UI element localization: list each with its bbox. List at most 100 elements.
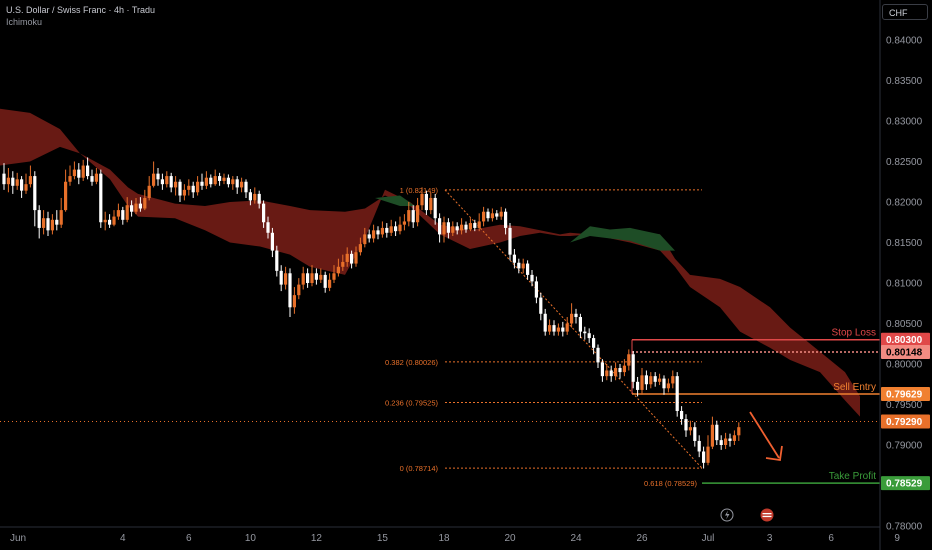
candle-body bbox=[662, 378, 666, 389]
candle-body bbox=[416, 205, 420, 223]
price-tick-label: 0.82500 bbox=[886, 157, 923, 168]
time-tick-label: 20 bbox=[504, 533, 516, 544]
time-tick-label: Jun bbox=[10, 533, 26, 544]
candle-body bbox=[680, 410, 684, 420]
candle-body bbox=[103, 219, 107, 223]
candle-body bbox=[15, 179, 19, 186]
candle-body bbox=[196, 181, 200, 193]
price-axis[interactable]: 0.84000 0.83500 0.83000 0.82500 0.82000 0.815… bbox=[879, 0, 930, 550]
candle-body bbox=[517, 262, 521, 269]
candle-body bbox=[156, 173, 160, 180]
time-tick-label: 24 bbox=[570, 533, 582, 544]
candle-body bbox=[125, 205, 129, 220]
candle-body bbox=[354, 252, 358, 264]
candle-body bbox=[394, 226, 398, 232]
candle-body bbox=[235, 179, 239, 188]
candle-body bbox=[534, 281, 538, 298]
price-tag-label: 0.79290 bbox=[886, 417, 923, 428]
candle-body bbox=[191, 185, 195, 193]
candle-body bbox=[275, 250, 279, 271]
candle-body bbox=[257, 193, 261, 204]
candle-body bbox=[363, 234, 367, 245]
trade-levels[interactable]: Stop Loss Sell Entry Take Profit bbox=[0, 328, 880, 484]
price-tag-label: 0.80300 bbox=[886, 335, 923, 346]
candle-body bbox=[28, 176, 32, 185]
flag-icon[interactable] bbox=[760, 508, 774, 522]
candle-body bbox=[284, 273, 288, 285]
candle-body bbox=[570, 313, 574, 324]
price-tick-label: 0.81500 bbox=[886, 238, 923, 249]
candle-body bbox=[213, 176, 217, 185]
candle-body bbox=[702, 451, 706, 463]
price-tick-label: 0.84000 bbox=[886, 36, 923, 47]
candle-body bbox=[468, 223, 472, 230]
candle-body bbox=[134, 203, 138, 212]
fibonacci-retracement[interactable]: 1 (0.82149) 0.382 (0.80026) 0.236 (0.79525… bbox=[385, 186, 703, 488]
candle-body bbox=[2, 173, 6, 185]
lightning-icon[interactable] bbox=[720, 508, 734, 522]
cloud-bullish bbox=[375, 195, 415, 207]
candle-body bbox=[204, 177, 208, 186]
candle-body bbox=[609, 370, 613, 377]
candle-body bbox=[706, 446, 710, 463]
candle-body bbox=[372, 230, 376, 239]
candle-body bbox=[147, 185, 151, 198]
candle-body bbox=[68, 176, 72, 182]
price-tick-label: 0.80000 bbox=[886, 360, 923, 371]
cloud-bearish bbox=[0, 108, 860, 417]
candle-body bbox=[552, 325, 556, 332]
candle-body bbox=[46, 218, 50, 231]
candle-body bbox=[319, 274, 323, 280]
candle-body bbox=[561, 327, 565, 332]
candle-body bbox=[389, 226, 393, 233]
candle-body bbox=[600, 362, 604, 377]
candle-body bbox=[138, 203, 142, 209]
candle-body bbox=[688, 427, 692, 431]
time-axis[interactable]: Jun 4 6 10 12 15 18 20 24 26 Jul 3 6 9 bbox=[0, 526, 900, 544]
candle-body bbox=[248, 192, 252, 201]
candle-body bbox=[697, 440, 701, 452]
time-tick-label: 26 bbox=[636, 533, 648, 544]
candle-body bbox=[455, 226, 459, 231]
candle-body bbox=[411, 210, 415, 223]
candle-body bbox=[297, 284, 301, 296]
time-tick-label: 9 bbox=[894, 533, 900, 544]
candle-body bbox=[433, 197, 437, 219]
candle-body bbox=[521, 263, 525, 269]
candle-body bbox=[407, 210, 411, 222]
candle-body bbox=[460, 224, 464, 231]
candle-body bbox=[424, 193, 428, 211]
fib-trendline bbox=[444, 189, 703, 469]
price-tag bbox=[881, 414, 930, 429]
candle-body bbox=[728, 438, 732, 441]
candle-body bbox=[499, 211, 503, 217]
candle-body bbox=[719, 440, 723, 445]
candle-body bbox=[658, 378, 662, 382]
level-name-stop-loss: Stop Loss bbox=[832, 328, 876, 339]
level-name-take-profit: Take Profit bbox=[829, 471, 876, 482]
candle-body bbox=[64, 181, 68, 211]
candle-body bbox=[77, 169, 81, 178]
price-tick-label: 0.78000 bbox=[886, 522, 923, 533]
candle-body bbox=[306, 273, 310, 283]
price-tag bbox=[881, 476, 930, 491]
candle-body bbox=[464, 224, 468, 230]
candle-body bbox=[240, 181, 244, 188]
candle-body bbox=[112, 216, 116, 225]
fib-label: 0.236 (0.79525) bbox=[385, 398, 438, 407]
candle-body bbox=[270, 232, 274, 251]
candle-body bbox=[477, 221, 481, 228]
down-arrow-icon bbox=[749, 411, 783, 462]
time-tick-label: 15 bbox=[377, 533, 389, 544]
candle-body bbox=[33, 176, 37, 211]
candle-body bbox=[592, 338, 596, 348]
candle-body bbox=[262, 203, 266, 223]
currency-button[interactable]: CHF bbox=[882, 4, 928, 20]
candle-body bbox=[653, 376, 657, 382]
time-tick-label: 12 bbox=[311, 533, 323, 544]
candle-body bbox=[310, 273, 314, 283]
arrow-head bbox=[765, 445, 783, 462]
price-tick-label: 0.83500 bbox=[886, 76, 923, 87]
candle-body bbox=[108, 219, 112, 225]
